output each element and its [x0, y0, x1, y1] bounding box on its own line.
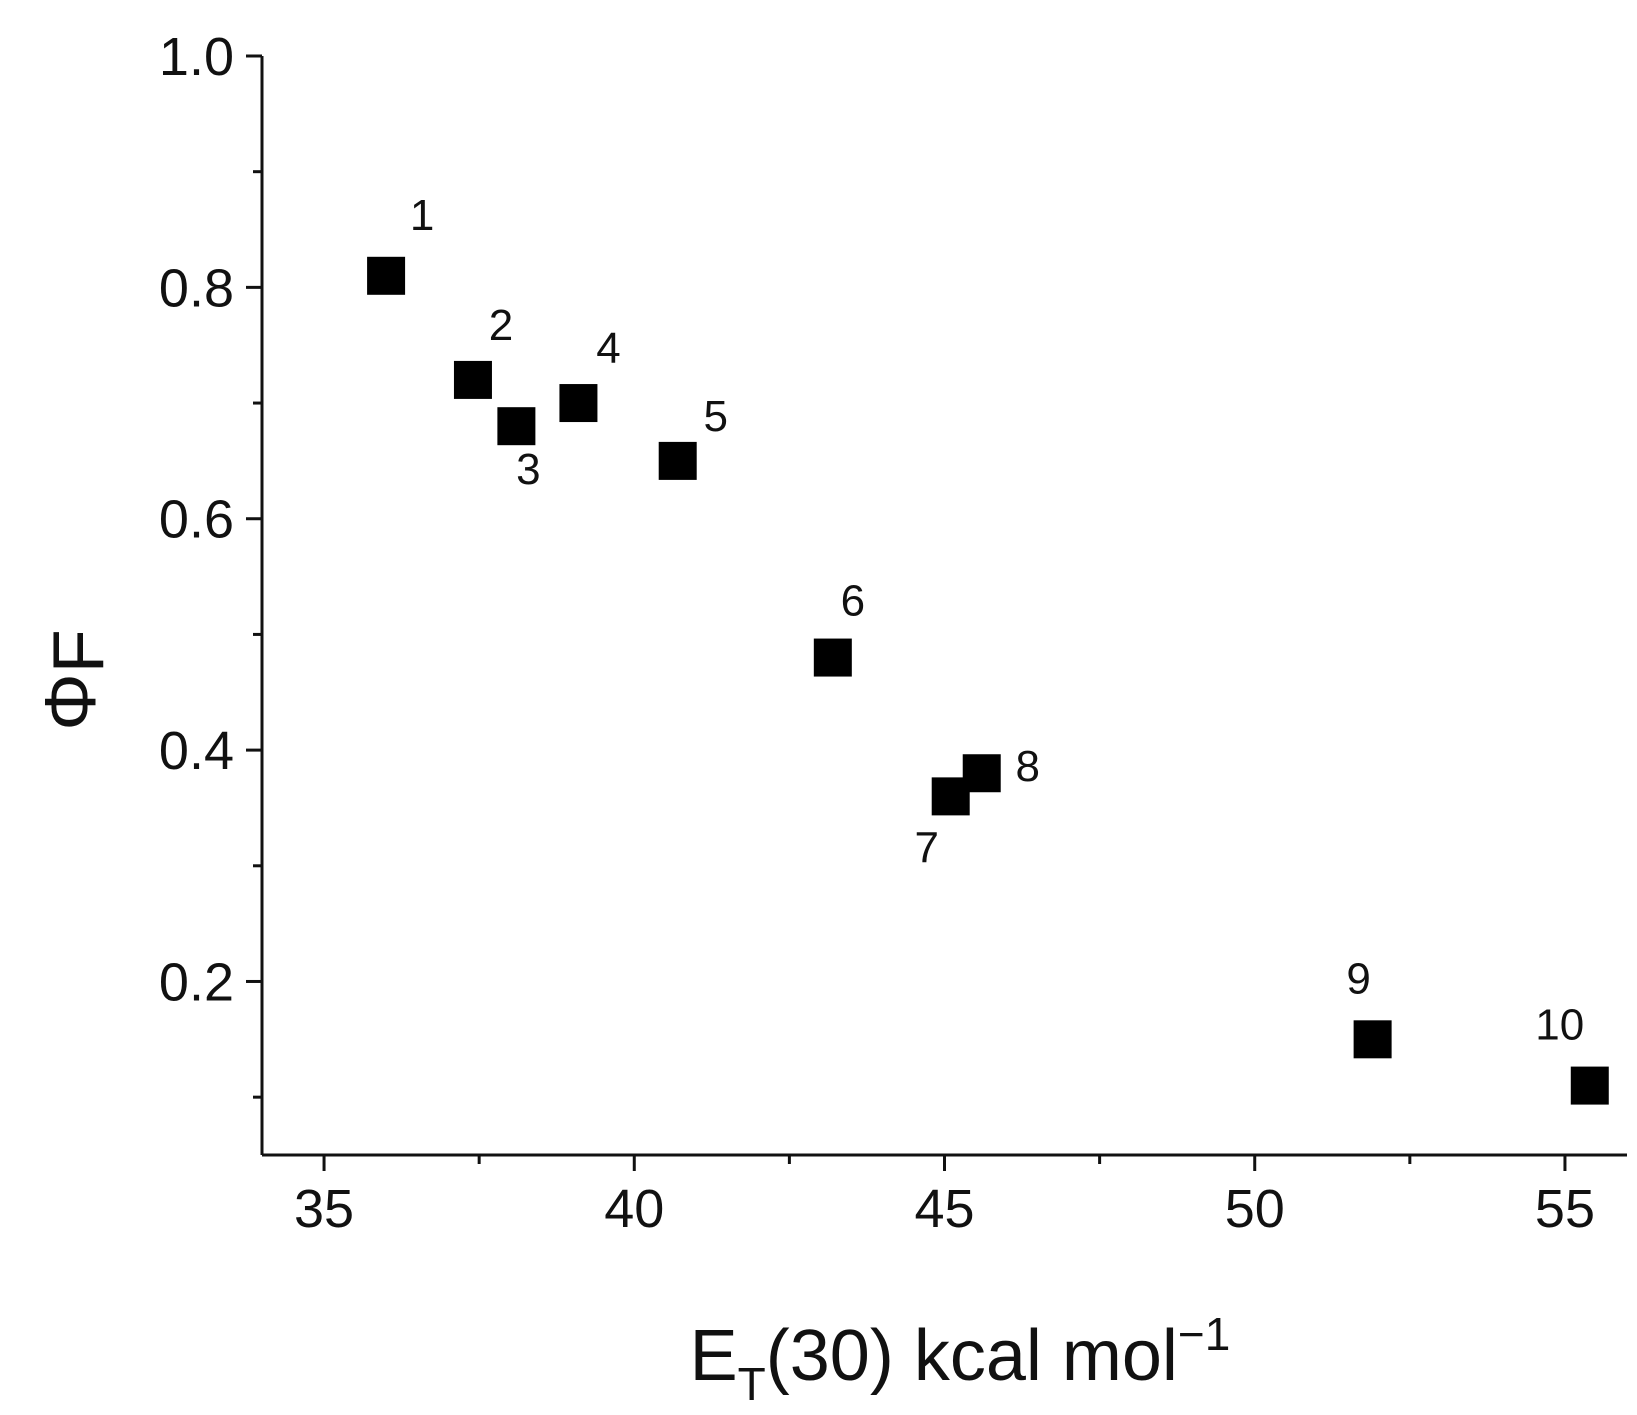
point-labels: 1 2 3 4 5 6 7 8 9 10 — [410, 191, 1584, 1050]
data-point-marker — [559, 384, 598, 423]
data-point-marker — [658, 441, 697, 480]
axes — [260, 56, 1627, 1157]
y-tick-label: 0.4 — [159, 721, 234, 781]
data-point-marker — [1353, 1020, 1392, 1059]
data-points — [367, 256, 1609, 1105]
data-point-label: 3 — [516, 445, 540, 494]
x-tick-label: 50 — [1225, 1179, 1285, 1239]
x-tick-label: 45 — [914, 1179, 974, 1239]
data-point-label: 9 — [1346, 954, 1370, 1003]
data-point-marker — [1570, 1066, 1609, 1105]
data-point-marker — [453, 360, 492, 399]
y-tick-label: 0.6 — [159, 490, 234, 550]
y-tick-label: 0.2 — [159, 952, 234, 1012]
data-point-marker — [813, 638, 852, 677]
x-axis-title: ET(30) kcal mol−1 — [690, 1308, 1231, 1410]
data-point-label: 10 — [1535, 1001, 1584, 1050]
data-point-marker — [367, 256, 406, 295]
x-tick-label: 40 — [604, 1179, 664, 1239]
x-tick-label: 35 — [294, 1179, 354, 1239]
x-tick-label: 55 — [1535, 1179, 1595, 1239]
y-tick-label: 0.8 — [159, 258, 234, 318]
data-point-marker — [962, 754, 1001, 793]
data-point-label: 4 — [596, 324, 620, 373]
x-ticks: 35 40 45 50 55 — [294, 1155, 1595, 1239]
data-point-label: 6 — [841, 577, 865, 626]
data-point-marker — [497, 407, 536, 446]
data-point-label: 8 — [1015, 742, 1039, 791]
y-ticks: 0.2 0.4 0.6 0.8 1.0 — [159, 27, 262, 1099]
data-point-label: 5 — [703, 392, 727, 441]
y-axis-title: ΦF — [31, 629, 119, 730]
data-point-label: 1 — [410, 191, 434, 240]
data-point-label: 2 — [489, 301, 513, 350]
data-point-label: 7 — [914, 823, 938, 872]
y-tick-label: 1.0 — [159, 27, 234, 87]
